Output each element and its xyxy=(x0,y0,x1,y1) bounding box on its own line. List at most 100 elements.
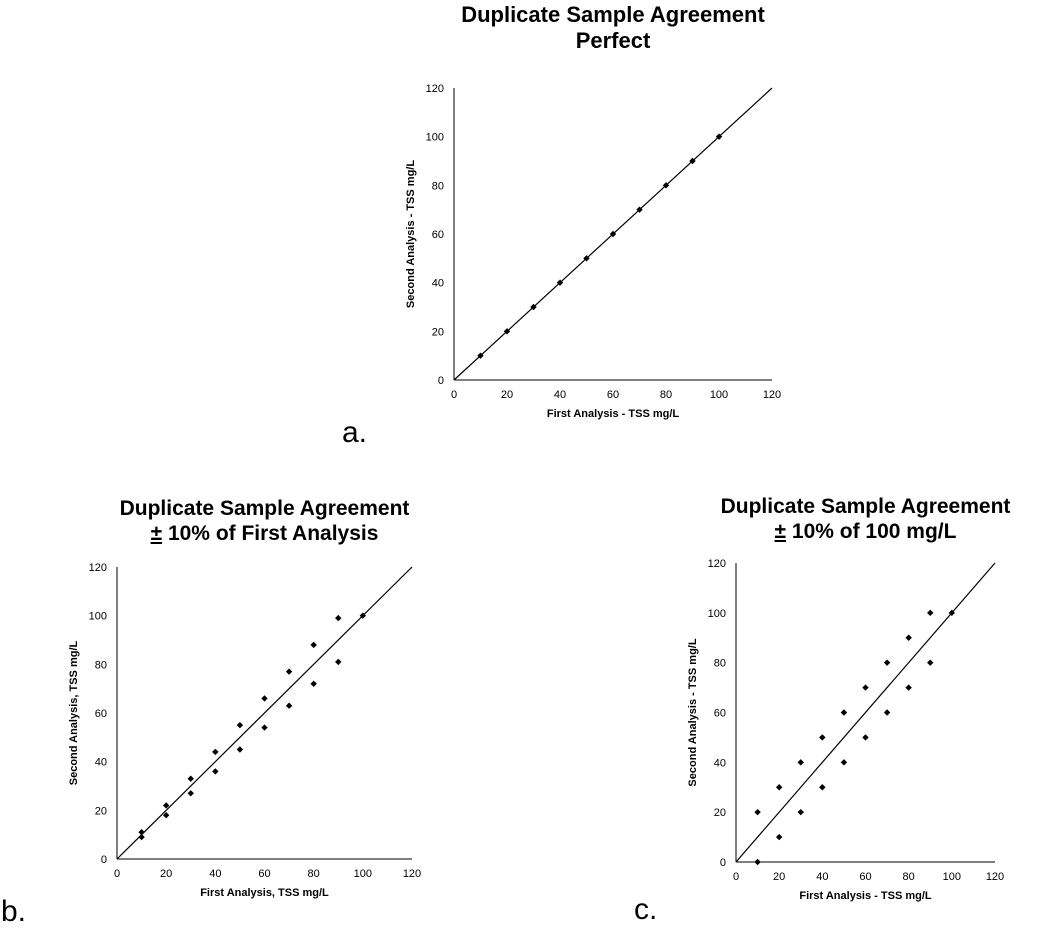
data-point xyxy=(285,702,293,709)
chart-svg-b: 0 20 40 60 80 100 120 0 20 40 60 80 100 120 First Anal… xyxy=(68,562,421,899)
y-axis-label: Second Analysis, TSS mg/L xyxy=(68,640,80,785)
data-point xyxy=(285,668,293,675)
x-tick-label: 60 xyxy=(607,389,619,401)
y-axis-label: Second Analysis - TSS mg/L xyxy=(687,638,699,786)
x-tick-label: 100 xyxy=(354,868,372,880)
x-tick-label: 60 xyxy=(859,871,871,883)
chart-title-line-2: Perfect xyxy=(575,28,651,54)
data-point xyxy=(609,230,617,238)
x-tick-label: 0 xyxy=(733,871,739,883)
data-point xyxy=(927,659,934,666)
y-tick-label: 20 xyxy=(432,326,444,338)
data-point xyxy=(162,802,170,809)
x-axis-label: First Analysis - TSS mg/L xyxy=(799,890,932,902)
x-tick-label: 100 xyxy=(710,389,728,401)
chart-svg-c: 0 20 40 60 80 100 120 0 20 40 60 80 100 120 First Anal… xyxy=(687,558,1004,902)
y-tick-label: 0 xyxy=(101,854,107,866)
data-point xyxy=(212,748,219,756)
data-point xyxy=(883,659,891,666)
reference-line xyxy=(735,562,996,863)
chart-svg-a: 0 20 40 60 80 100 120 0 20 40 60 80 100 120 First Anal… xyxy=(405,83,781,420)
data-point xyxy=(187,775,194,782)
y-tick-label: 20 xyxy=(714,807,726,819)
x-axis-label: First Analysis - TSS mg/L xyxy=(547,408,680,420)
y-tick-label: 100 xyxy=(708,608,726,620)
y-tick-label: 80 xyxy=(95,659,107,671)
panel-letter: a. xyxy=(342,416,368,449)
data-point xyxy=(862,734,869,741)
x-tick-label: 0 xyxy=(114,868,120,880)
y-axis-label: Second Analysis - TSS mg/L xyxy=(405,160,417,308)
x-tick-label: 40 xyxy=(209,868,221,880)
data-point xyxy=(797,808,804,816)
data-point xyxy=(503,328,511,335)
data-point xyxy=(556,279,564,286)
x-tick-label: 120 xyxy=(763,389,781,401)
data-point xyxy=(187,790,194,797)
data-point xyxy=(689,157,696,165)
data-point xyxy=(236,721,244,729)
chart-title-line-1: Duplicate Sample Agreement xyxy=(119,497,410,520)
y-tick-label: 40 xyxy=(95,757,107,769)
data-point xyxy=(754,858,761,866)
data-point xyxy=(335,614,342,622)
y-tick-label: 60 xyxy=(714,708,726,720)
y-tick-label: 80 xyxy=(432,180,444,192)
panel-letter: c. xyxy=(634,893,658,926)
data-point xyxy=(775,784,783,791)
y-tick-label: 40 xyxy=(714,757,726,769)
data-point xyxy=(754,808,761,816)
data-point xyxy=(583,255,590,262)
y-tick-label: 80 xyxy=(714,658,726,670)
panel-letter: b. xyxy=(1,895,27,928)
y-tick-label: 100 xyxy=(426,132,444,144)
y-tick-label: 120 xyxy=(426,83,444,95)
x-tick-label: 80 xyxy=(660,389,672,401)
x-tick-label: 40 xyxy=(816,871,828,883)
data-point xyxy=(840,709,848,716)
x-tick-label: 20 xyxy=(160,868,172,880)
x-tick-label: 80 xyxy=(308,868,320,880)
y-tick-label: 60 xyxy=(95,708,107,720)
x-tick-label: 0 xyxy=(451,389,457,401)
x-tick-label: 20 xyxy=(773,871,785,883)
data-point xyxy=(335,658,342,666)
data-point xyxy=(715,133,723,140)
chart-title-line-1: Duplicate Sample Agreement xyxy=(461,2,765,27)
y-tick-label: 0 xyxy=(720,857,726,869)
chart-title: Duplicate Sample Agreement ± 10% of Firs… xyxy=(55,496,475,546)
x-tick-label: 40 xyxy=(554,389,566,401)
data-point xyxy=(212,768,219,775)
x-tick-label: 60 xyxy=(258,868,270,880)
reference-line xyxy=(116,566,413,860)
chart-title: Duplicate Sample Agreement Perfect xyxy=(403,2,823,55)
data-point xyxy=(862,684,869,691)
chart-title: Duplicate Sample Agreement ± 10% of 100 … xyxy=(696,494,1036,544)
data-point xyxy=(236,746,244,753)
chart-panel-c: Duplicate Sample Agreement ± 10% of 100 … xyxy=(634,495,1010,926)
x-tick-label: 120 xyxy=(986,871,1004,883)
chart-title-line-2: ± 10% of First Analysis xyxy=(150,522,379,546)
chart-panel-b: Duplicate Sample Agreement ± 10% of Firs… xyxy=(1,497,421,928)
data-point xyxy=(662,182,670,189)
title-pm: ± xyxy=(774,520,787,544)
y-tick-label: 120 xyxy=(89,562,107,574)
data-point xyxy=(261,724,268,731)
data-point xyxy=(310,641,317,649)
y-tick-label: 60 xyxy=(432,229,444,241)
data-point xyxy=(310,680,317,687)
x-tick-label: 20 xyxy=(501,389,513,401)
data-point xyxy=(819,734,826,741)
x-tick-label: 120 xyxy=(403,868,421,880)
data-point xyxy=(775,833,783,841)
data-point xyxy=(927,609,934,617)
data-point xyxy=(261,695,268,702)
title-pm: ± xyxy=(150,522,163,546)
chart-title-line-2: ± 10% of 100 mg/L xyxy=(774,520,957,544)
data-point xyxy=(905,684,912,691)
data-point xyxy=(797,759,804,766)
data-point xyxy=(530,303,537,311)
data-point xyxy=(905,634,912,641)
data-point xyxy=(477,352,484,359)
y-tick-label: 120 xyxy=(708,558,726,570)
